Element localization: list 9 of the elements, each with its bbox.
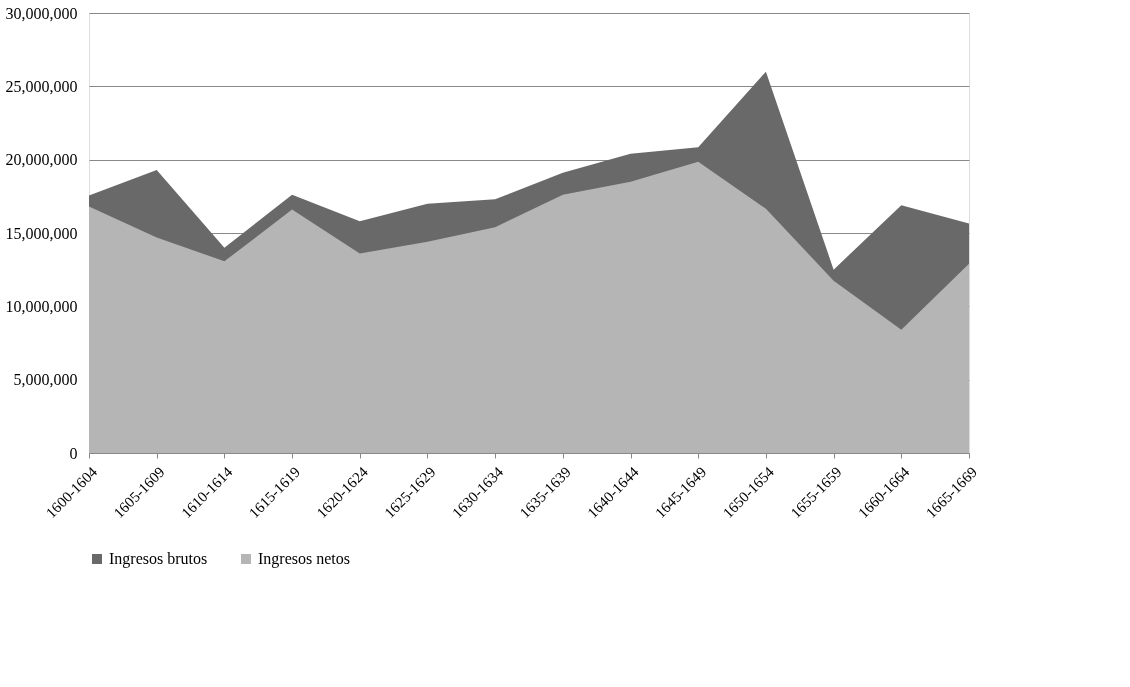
legend-label: Ingresos brutos <box>109 550 208 568</box>
y-tick-label: 10,000,000 <box>5 297 78 315</box>
y-tick-label: 15,000,000 <box>5 224 78 242</box>
y-tick-label: 20,000,000 <box>5 151 78 169</box>
y-tick-label: 30,000,000 <box>5 4 78 22</box>
y-tick-label: 25,000,000 <box>5 77 78 95</box>
legend-label: Ingresos netos <box>258 550 350 568</box>
y-tick-label: 5,000,000 <box>13 371 78 389</box>
y-tick-label: 0 <box>69 444 78 462</box>
